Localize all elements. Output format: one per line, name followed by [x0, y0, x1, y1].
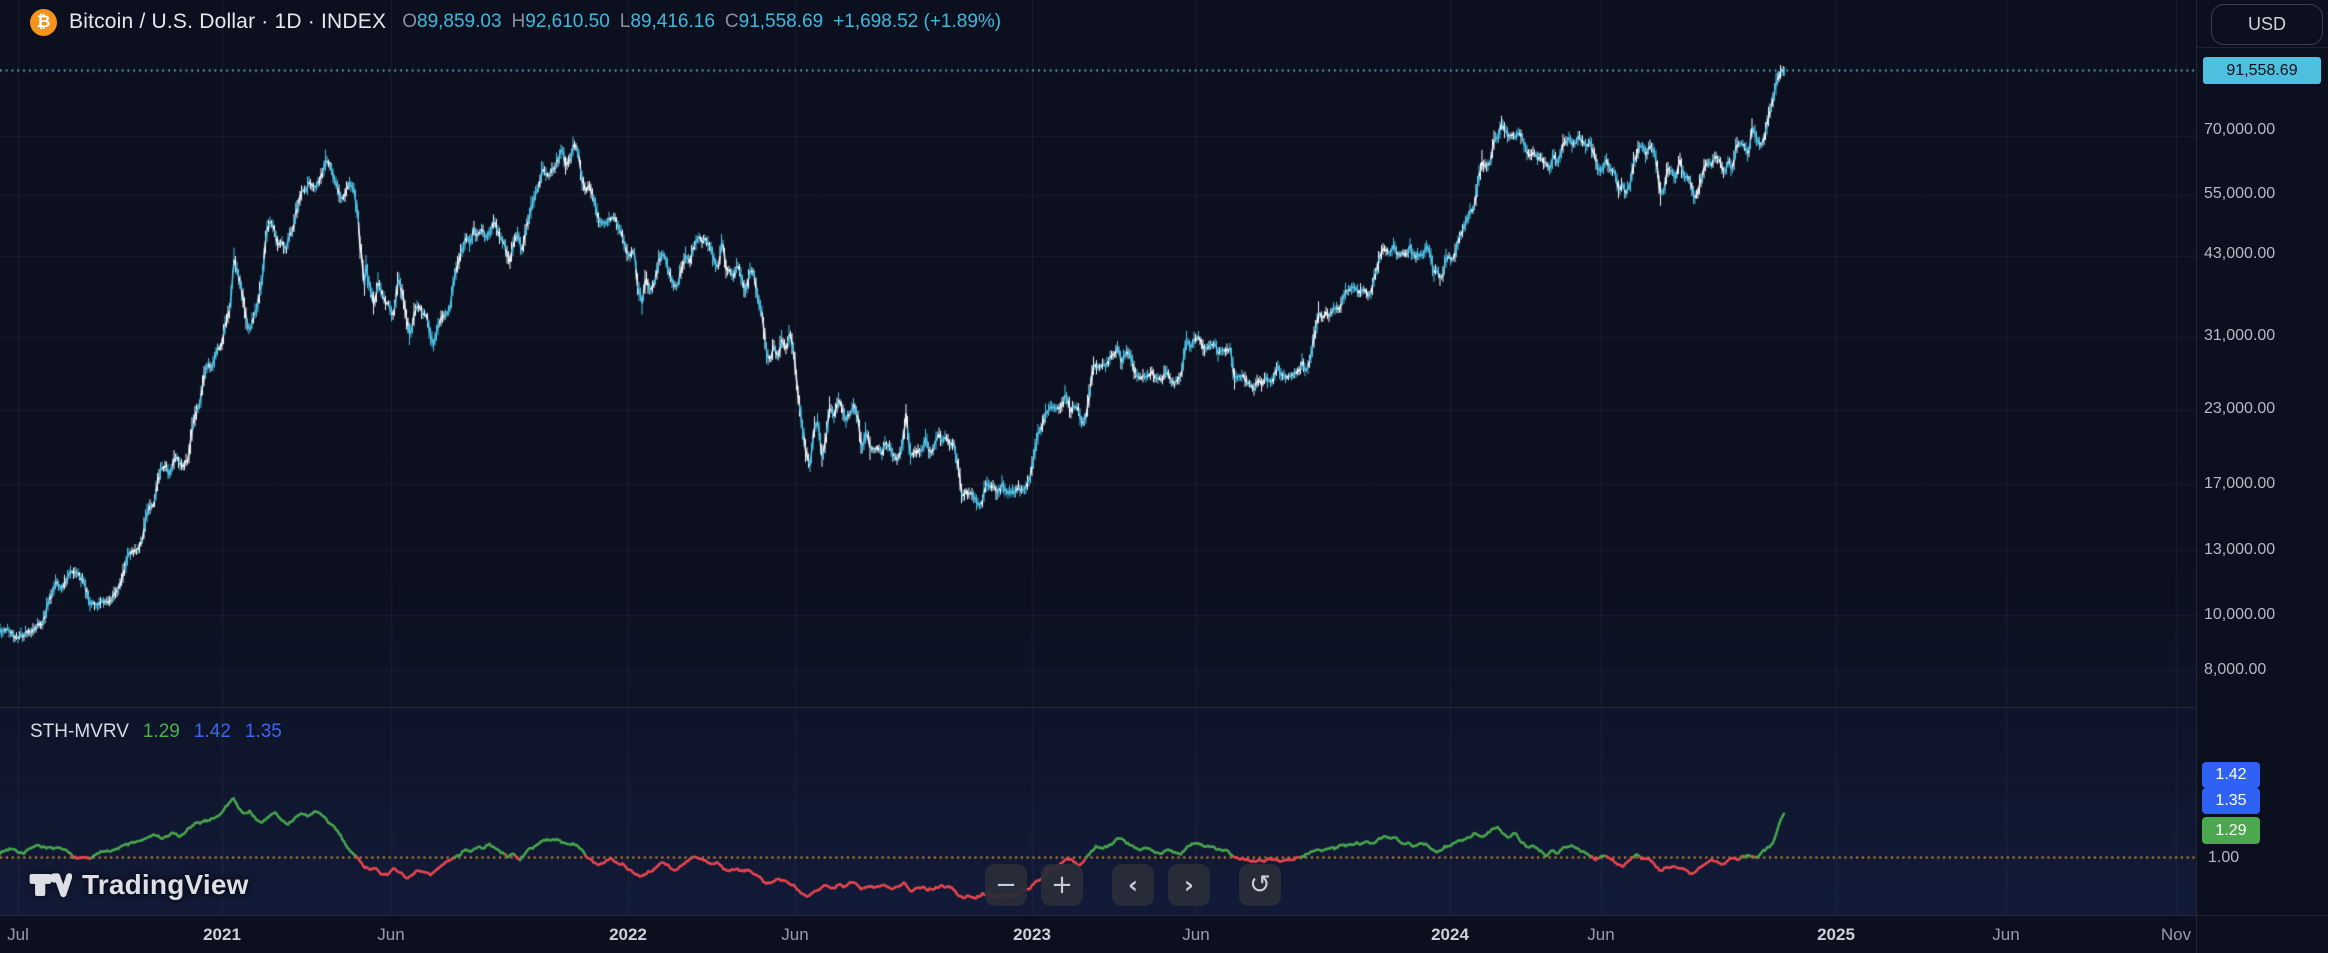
price-axis-label: 8,000.00 — [2204, 661, 2267, 678]
ohlc-pair-h: H 92,610.50 — [512, 11, 610, 33]
axis-header-divider — [2197, 47, 2328, 48]
ohlc-letter: H — [511, 11, 526, 32]
ohlc-letter: O — [402, 11, 417, 32]
time-axis-year-label: 2024 — [1431, 925, 1469, 944]
price-axis-label: 31,000.00 — [2204, 327, 2276, 344]
indicator-level-badge: 1.42 — [2202, 762, 2260, 788]
ohlc-pair-o: O 89,859.03 — [402, 11, 501, 33]
price-axis-label: 23,000.00 — [2204, 400, 2276, 417]
indicator-baseline-label: 1.00 — [2208, 849, 2240, 866]
ohlc-value: 91,558.69 — [738, 11, 824, 32]
currency-usd-button[interactable]: USD — [2211, 4, 2323, 45]
time-axis-year-label: 2023 — [1013, 925, 1051, 944]
time-axis-month-label: Nov — [2160, 925, 2192, 944]
last-price-badge: 91,558.69 — [2203, 57, 2321, 84]
time-axis-month-label: Jun — [1587, 925, 1615, 944]
price-axis-label: 70,000.00 — [2204, 121, 2276, 138]
indicator-header: STH-MVRV 1.29 1.42 1.35 — [30, 721, 282, 743]
time-axis-month-label: Jun — [377, 925, 405, 944]
price-axis-label: 43,000.00 — [2204, 245, 2276, 262]
tradingview-logo[interactable]: TradingView — [28, 869, 249, 901]
ohlc-values: O 89,859.03 H 92,610.50 L 89,416.16 C 91,558.69… — [402, 11, 1001, 33]
zoom-in-button[interactable]: + — [1041, 864, 1083, 906]
bitcoin-icon: ₿ — [30, 8, 57, 36]
tradingview-logo-text: TradingView — [82, 869, 249, 900]
price-axis-divider — [2196, 0, 2197, 953]
symbol-title[interactable]: Bitcoin / U.S. Dollar · 1D · INDEX — [69, 10, 387, 33]
price-axis-label: 10,000.00 — [2204, 606, 2276, 623]
minus-icon: − — [995, 870, 1017, 900]
ohlc-letter: L — [619, 11, 631, 32]
price-axis-label: 55,000.00 — [2204, 185, 2276, 202]
ohlc-value: 92,610.50 — [525, 11, 610, 32]
chevron-right-icon: › — [1184, 871, 1194, 899]
pane-divider[interactable] — [0, 707, 2196, 708]
indicator-value: 1.42 — [193, 721, 231, 742]
ohlc-value: 89,859.03 — [417, 11, 502, 32]
plus-icon: + — [1051, 870, 1073, 900]
scroll-right-button[interactable]: › — [1168, 864, 1210, 906]
time-axis-year-label: 2021 — [203, 925, 241, 944]
indicator-value: 1.35 — [244, 721, 282, 742]
reset-icon: ↺ — [1249, 870, 1271, 900]
time-axis-month-label: Jun — [1182, 925, 1210, 944]
ohlc-letter: C — [724, 11, 739, 32]
price-axis-label: 17,000.00 — [2204, 475, 2276, 492]
scroll-left-button[interactable]: ‹ — [1112, 864, 1154, 906]
tradingview-logo-icon — [29, 873, 72, 898]
ohlc-pair-c: C 91,558.69 — [725, 11, 823, 33]
time-axis-year-label: 2025 — [1817, 925, 1855, 944]
indicator-level-badge: 1.35 — [2202, 788, 2260, 814]
time-axis-month-label: Jun — [1992, 925, 2020, 944]
price-change: +1,698.52 (+1.89%) — [833, 11, 1002, 32]
zoom-out-button[interactable]: − — [985, 864, 1027, 906]
time-axis-year-label: 2022 — [609, 925, 647, 944]
time-axis-month-label: Jul — [7, 925, 29, 944]
chevron-left-icon: ‹ — [1128, 871, 1138, 899]
symbol-header: ₿ Bitcoin / U.S. Dollar · 1D · INDEX O 89… — [30, 7, 1001, 37]
indicator-name-label[interactable]: STH-MVRV — [30, 721, 129, 742]
price-axis-label: 13,000.00 — [2204, 541, 2276, 558]
reset-chart-button[interactable]: ↺ — [1239, 864, 1281, 906]
indicator-level-badge: 1.29 — [2202, 817, 2260, 844]
ohlc-pair-l: L 89,416.16 — [620, 11, 715, 33]
time-axis-month-label: Jun — [781, 925, 809, 944]
ohlc-value: 89,416.16 — [630, 11, 715, 32]
indicator-value: 1.29 — [142, 721, 180, 742]
time-axis-divider — [0, 915, 2328, 916]
